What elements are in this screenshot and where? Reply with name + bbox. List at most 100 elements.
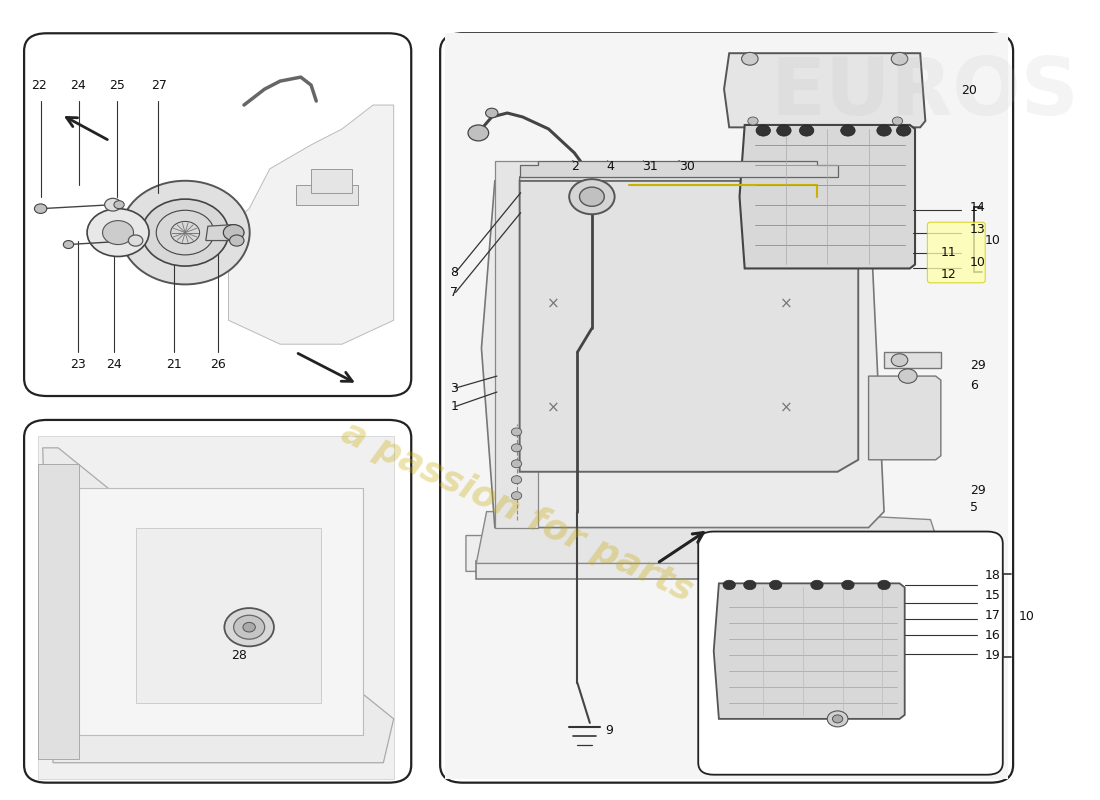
Circle shape [748,117,758,125]
Circle shape [840,125,855,136]
Circle shape [170,222,199,244]
Text: ×: × [780,401,792,415]
Polygon shape [311,169,352,193]
Text: 3: 3 [451,382,459,394]
Circle shape [723,580,736,590]
Circle shape [129,235,143,246]
Polygon shape [296,185,358,205]
Text: 2: 2 [571,160,579,173]
Text: 29: 29 [970,359,986,372]
Text: 23: 23 [70,358,86,370]
Circle shape [224,608,274,646]
Text: ×: × [780,297,792,312]
Text: 30: 30 [679,160,694,173]
Text: 11: 11 [940,246,957,259]
Text: 27: 27 [152,78,167,91]
FancyBboxPatch shape [24,34,411,396]
Text: ×: × [548,297,560,312]
Circle shape [114,201,124,209]
Text: 6: 6 [970,379,978,392]
Text: EUROS: EUROS [771,54,1080,132]
Polygon shape [884,352,940,368]
Text: 24: 24 [70,78,86,91]
Text: a passion for parts: a passion for parts [337,415,698,608]
Circle shape [756,125,770,136]
Polygon shape [466,535,952,571]
Circle shape [102,221,133,245]
Text: 21: 21 [166,358,182,370]
Polygon shape [37,464,79,758]
Text: 22: 22 [31,78,46,91]
Polygon shape [43,448,394,762]
Circle shape [827,711,848,727]
Polygon shape [519,177,858,197]
Circle shape [878,580,890,590]
Text: 16: 16 [984,629,1000,642]
Polygon shape [724,54,925,127]
Circle shape [512,460,521,468]
Polygon shape [229,105,394,344]
Circle shape [142,199,229,266]
Text: 14: 14 [970,201,986,214]
Polygon shape [495,161,538,527]
Circle shape [877,125,891,136]
Circle shape [223,225,244,241]
Circle shape [800,125,814,136]
Circle shape [580,187,604,206]
Circle shape [811,580,823,590]
Circle shape [842,580,854,590]
Text: 10: 10 [984,234,1000,247]
Circle shape [233,615,265,639]
Circle shape [892,117,903,125]
Text: 9: 9 [605,724,613,738]
Ellipse shape [121,181,250,285]
Text: 29: 29 [970,483,986,497]
Circle shape [156,210,214,255]
FancyBboxPatch shape [24,420,411,782]
Text: 13: 13 [970,223,986,236]
Text: 12: 12 [940,268,957,282]
Circle shape [64,241,74,249]
Text: ×: × [548,401,560,415]
Polygon shape [135,527,321,703]
Text: 26: 26 [210,358,227,370]
Circle shape [512,444,521,452]
Circle shape [485,108,498,118]
Text: 20: 20 [961,84,978,97]
Circle shape [569,179,615,214]
Circle shape [243,622,255,632]
Text: 1: 1 [451,400,459,413]
Polygon shape [476,561,971,579]
Text: 19: 19 [984,649,1000,662]
FancyBboxPatch shape [927,222,986,283]
Circle shape [741,53,758,65]
Text: 28: 28 [231,649,246,662]
Text: 24: 24 [106,358,122,370]
Circle shape [512,428,521,436]
Circle shape [891,53,908,65]
FancyBboxPatch shape [440,34,1013,782]
Circle shape [770,580,782,590]
Circle shape [833,715,843,723]
Circle shape [104,198,121,211]
Circle shape [899,369,917,383]
Polygon shape [476,504,940,563]
Polygon shape [739,125,915,269]
Text: 4: 4 [606,160,614,173]
Text: 17: 17 [984,609,1000,622]
Text: 8: 8 [451,266,459,279]
Text: 10: 10 [1019,610,1034,623]
Polygon shape [79,488,363,735]
Circle shape [468,125,488,141]
Text: 7: 7 [451,286,459,299]
Circle shape [744,580,756,590]
Circle shape [896,125,911,136]
Text: 31: 31 [642,160,658,173]
Circle shape [891,354,908,366]
Polygon shape [482,181,884,527]
Circle shape [230,235,244,246]
Circle shape [777,125,791,136]
Polygon shape [869,376,940,460]
Polygon shape [519,161,837,177]
Polygon shape [519,181,858,472]
